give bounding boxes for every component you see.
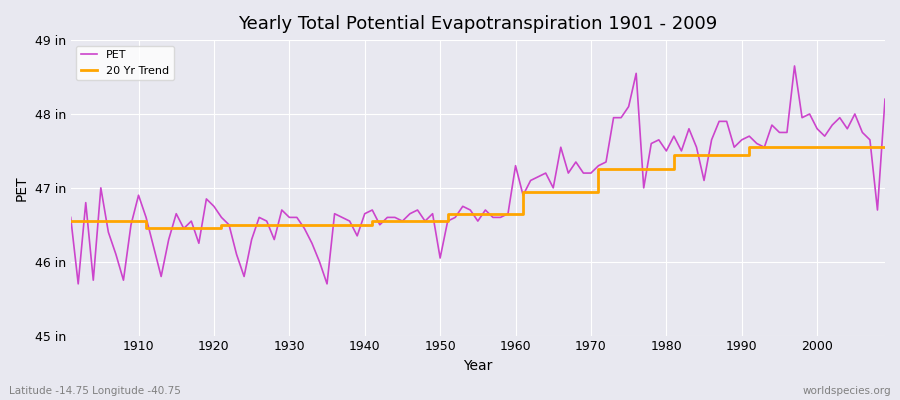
Text: worldspecies.org: worldspecies.org <box>803 386 891 396</box>
20 Yr Trend <box>744 145 755 150</box>
PET <box>133 193 144 198</box>
Text: Latitude -14.75 Longitude -40.75: Latitude -14.75 Longitude -40.75 <box>9 386 181 396</box>
20 Yr Trend <box>66 219 77 224</box>
PET <box>66 215 77 220</box>
PET <box>879 97 890 102</box>
PET <box>510 163 521 168</box>
PET <box>789 64 800 68</box>
PET <box>299 226 310 231</box>
20 Yr Trend <box>126 219 137 224</box>
PET <box>345 219 356 224</box>
X-axis label: Year: Year <box>464 359 492 373</box>
PET <box>608 115 619 120</box>
20 Yr Trend <box>608 167 619 172</box>
Title: Yearly Total Potential Evapotranspiration 1901 - 2009: Yearly Total Potential Evapotranspiratio… <box>238 15 717 33</box>
20 Yr Trend <box>299 222 310 227</box>
20 Yr Trend <box>510 211 521 216</box>
20 Yr Trend <box>140 226 151 231</box>
20 Yr Trend <box>345 222 356 227</box>
PET <box>518 193 528 198</box>
Line: 20 Yr Trend: 20 Yr Trend <box>71 147 885 228</box>
Legend: PET, 20 Yr Trend: PET, 20 Yr Trend <box>76 46 174 80</box>
Y-axis label: PET: PET <box>15 175 29 201</box>
Line: PET: PET <box>71 66 885 284</box>
20 Yr Trend <box>518 189 528 194</box>
20 Yr Trend <box>879 145 890 150</box>
PET <box>73 282 84 286</box>
